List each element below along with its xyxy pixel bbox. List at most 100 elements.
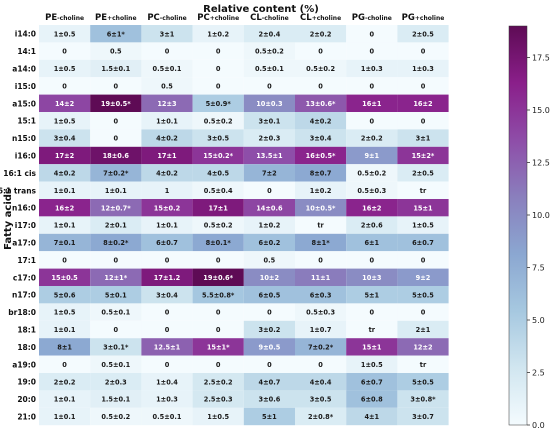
cell-label: 8±0.1*: [206, 239, 232, 247]
row-label: a17:0: [12, 239, 36, 248]
heatmap-cell: [346, 251, 398, 269]
cell-label: 1±0.3: [361, 65, 383, 73]
heatmap-cell: [192, 338, 244, 356]
cell-label: 10±3: [362, 274, 382, 282]
cell-label: 0: [165, 309, 170, 317]
cell-label: 14±0.6: [256, 204, 283, 212]
cell-label: 0.5±0.3: [357, 187, 386, 195]
heatmap-cell: [295, 59, 347, 78]
heatmap-cell: [243, 320, 295, 339]
cell-label: 1±0.2: [310, 187, 332, 195]
cell-label: 0: [114, 83, 119, 91]
heatmap-cell: [295, 251, 347, 269]
cell-label: 0.5±0.1: [101, 361, 130, 369]
heatmap-cell: [90, 129, 142, 147]
cell-label: 0: [370, 309, 375, 317]
colorbar-tick-label: 2.5: [532, 369, 545, 378]
cell-label: 1±0.1: [54, 326, 76, 334]
cell-label: 0: [62, 361, 67, 369]
heatmap-cell: [141, 146, 193, 165]
heatmap-cell: [295, 112, 347, 130]
heatmap-cell: [346, 42, 398, 60]
heatmap-cell: [192, 25, 244, 43]
heatmap-cell: [243, 77, 295, 95]
heatmap-cell: [397, 77, 449, 95]
cell-label: 0: [216, 326, 221, 334]
heatmap-cell: [346, 94, 398, 112]
column-header: PE-choline: [45, 13, 84, 23]
row-label: br18:0: [8, 308, 36, 317]
row-label: n16:0: [12, 204, 36, 213]
heatmap-cell: [141, 94, 193, 112]
cell-label: 10±0.3: [256, 100, 283, 108]
cell-label: 0: [165, 326, 170, 334]
heatmap-cells: 1±0.5 6±1* 3±1 1±0.2 2±0.4 2±0.2 0 2±0.5 0 0.5 0 0 0…: [39, 25, 449, 426]
cell-label: 1.5±0.1: [101, 396, 130, 404]
heatmap-cell: [192, 286, 244, 304]
heatmap-cell: [39, 355, 91, 373]
cell-label: 0: [165, 361, 170, 369]
cell-label: 0: [62, 83, 67, 91]
heatmap-cell: [243, 112, 295, 130]
cell-label: 0.5±0.4: [204, 187, 233, 195]
heatmap-cell: [295, 199, 347, 217]
cell-label: 3±0.4: [310, 135, 332, 143]
heatmap-cell: [192, 320, 244, 339]
cell-label: 2±0.5: [412, 30, 434, 38]
cell-label: 14±2: [55, 100, 75, 108]
heatmap-cell: [295, 355, 347, 373]
heatmap-cell: [243, 42, 295, 60]
colorbar-tick-label: 10.0: [532, 211, 550, 220]
heatmap-cell: [39, 268, 91, 286]
cell-label: 0: [421, 257, 426, 265]
cell-label: 0: [267, 83, 272, 91]
cell-label: 0: [370, 257, 375, 265]
cell-label: 6±0.2: [259, 239, 281, 247]
cell-label: 0.5±0.2: [255, 48, 284, 56]
heatmap-cell: [346, 112, 398, 130]
cell-label: 1±0.5: [361, 361, 383, 369]
heatmap-cell: [346, 303, 398, 321]
heatmap-cell: [397, 320, 449, 339]
heatmap-cell: [295, 94, 347, 112]
heatmap-cell: [397, 338, 449, 356]
cell-label: 1±0.1: [54, 222, 76, 230]
heatmap-cell: [346, 338, 398, 356]
cell-label: 0: [114, 257, 119, 265]
cell-label: 0: [216, 309, 221, 317]
heatmap-cell: [141, 59, 193, 78]
cell-label: 17±1: [209, 204, 229, 212]
cell-label: tr: [369, 326, 376, 334]
heatmap-cell: [346, 407, 398, 426]
heatmap-cell: [243, 286, 295, 304]
cell-label: 0.5: [264, 257, 276, 265]
heatmap-cell: [295, 129, 347, 147]
heatmap-cell: [141, 251, 193, 269]
cell-label: 10±0.5*: [306, 204, 336, 212]
heatmap-cell: [141, 181, 193, 199]
cell-label: 6±1: [364, 239, 379, 247]
heatmap-cell: [397, 390, 449, 408]
cell-label: 0.5±0.2: [204, 117, 233, 125]
cell-label: 0: [370, 117, 375, 125]
heatmap-cell: [39, 181, 91, 199]
heatmap-cell: [192, 199, 244, 217]
heatmap-cell: [39, 146, 91, 165]
column-header: PE+choline: [95, 13, 136, 23]
heatmap-cell: [346, 77, 398, 95]
cell-label: 9±0.5: [259, 344, 281, 352]
cell-label: 2.5±0.2: [204, 378, 233, 386]
cell-label: 0: [216, 361, 221, 369]
cell-label: 5±0.6: [54, 291, 76, 299]
cell-label: 4±1: [364, 413, 379, 421]
heatmap-cell: [295, 407, 347, 426]
heatmap-cell: [295, 25, 347, 43]
cell-label: 5.5±0.8*: [202, 291, 235, 299]
heatmap-cell: [397, 112, 449, 130]
heatmap-cell: [243, 199, 295, 217]
heatmap-cell: [295, 373, 347, 391]
column-header: PC+choline: [197, 13, 239, 23]
heatmap-cell: [192, 146, 244, 165]
heatmap-cell: [397, 59, 449, 78]
